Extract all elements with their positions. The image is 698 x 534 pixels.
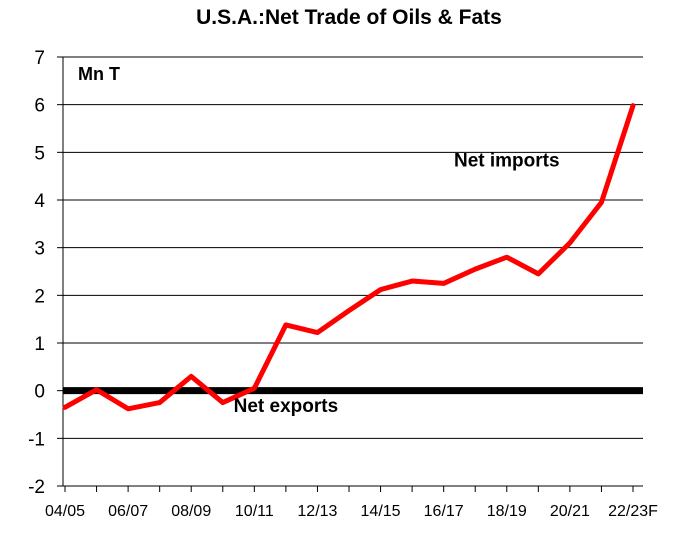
x-tick-label: 20/21 bbox=[550, 503, 590, 520]
annotation-label: Net exports bbox=[234, 396, 339, 417]
y-tick-label: -2 bbox=[28, 477, 45, 498]
axes bbox=[57, 56, 643, 492]
x-tick-label: 06/07 bbox=[108, 503, 148, 520]
y-tick-label: -1 bbox=[28, 429, 45, 450]
series-layer bbox=[62, 103, 643, 412]
unit-label: Mn T bbox=[78, 64, 120, 84]
y-axis-ticks: -2 -1 0 1 2 3 4 5 6 7 bbox=[28, 48, 45, 498]
x-tick-label: 10/11 bbox=[235, 503, 274, 520]
y-tick-label: 5 bbox=[34, 143, 45, 164]
annotations: Net imports Net exports bbox=[234, 151, 560, 417]
chart-title: U.S.A.:Net Trade of Oils & Fats bbox=[196, 6, 502, 29]
x-tick-label: 18/19 bbox=[487, 503, 527, 520]
x-tick-label: 16/17 bbox=[424, 503, 464, 520]
y-tick-label: 0 bbox=[34, 382, 45, 403]
y-tick-label: 2 bbox=[34, 286, 45, 307]
x-axis-ticks: 04/05 06/07 08/09 10/11 12/13 14/15 16/17 18/19… bbox=[45, 503, 658, 520]
y-tick-label: 1 bbox=[34, 334, 45, 355]
x-tick-label: 22/23F bbox=[608, 503, 658, 520]
x-tick-label: 12/13 bbox=[297, 503, 337, 520]
y-tick-label: 7 bbox=[34, 48, 45, 69]
y-tick-label: 6 bbox=[34, 96, 45, 117]
gridlines bbox=[63, 56, 643, 439]
x-tick-label: 04/05 bbox=[45, 503, 85, 520]
y-tick-label: 3 bbox=[34, 239, 45, 260]
annotation-label: Net imports bbox=[454, 151, 560, 172]
x-tick-label: 08/09 bbox=[171, 503, 211, 520]
y-tick-label: 4 bbox=[34, 191, 45, 212]
x-tick-label: 14/15 bbox=[361, 503, 401, 520]
